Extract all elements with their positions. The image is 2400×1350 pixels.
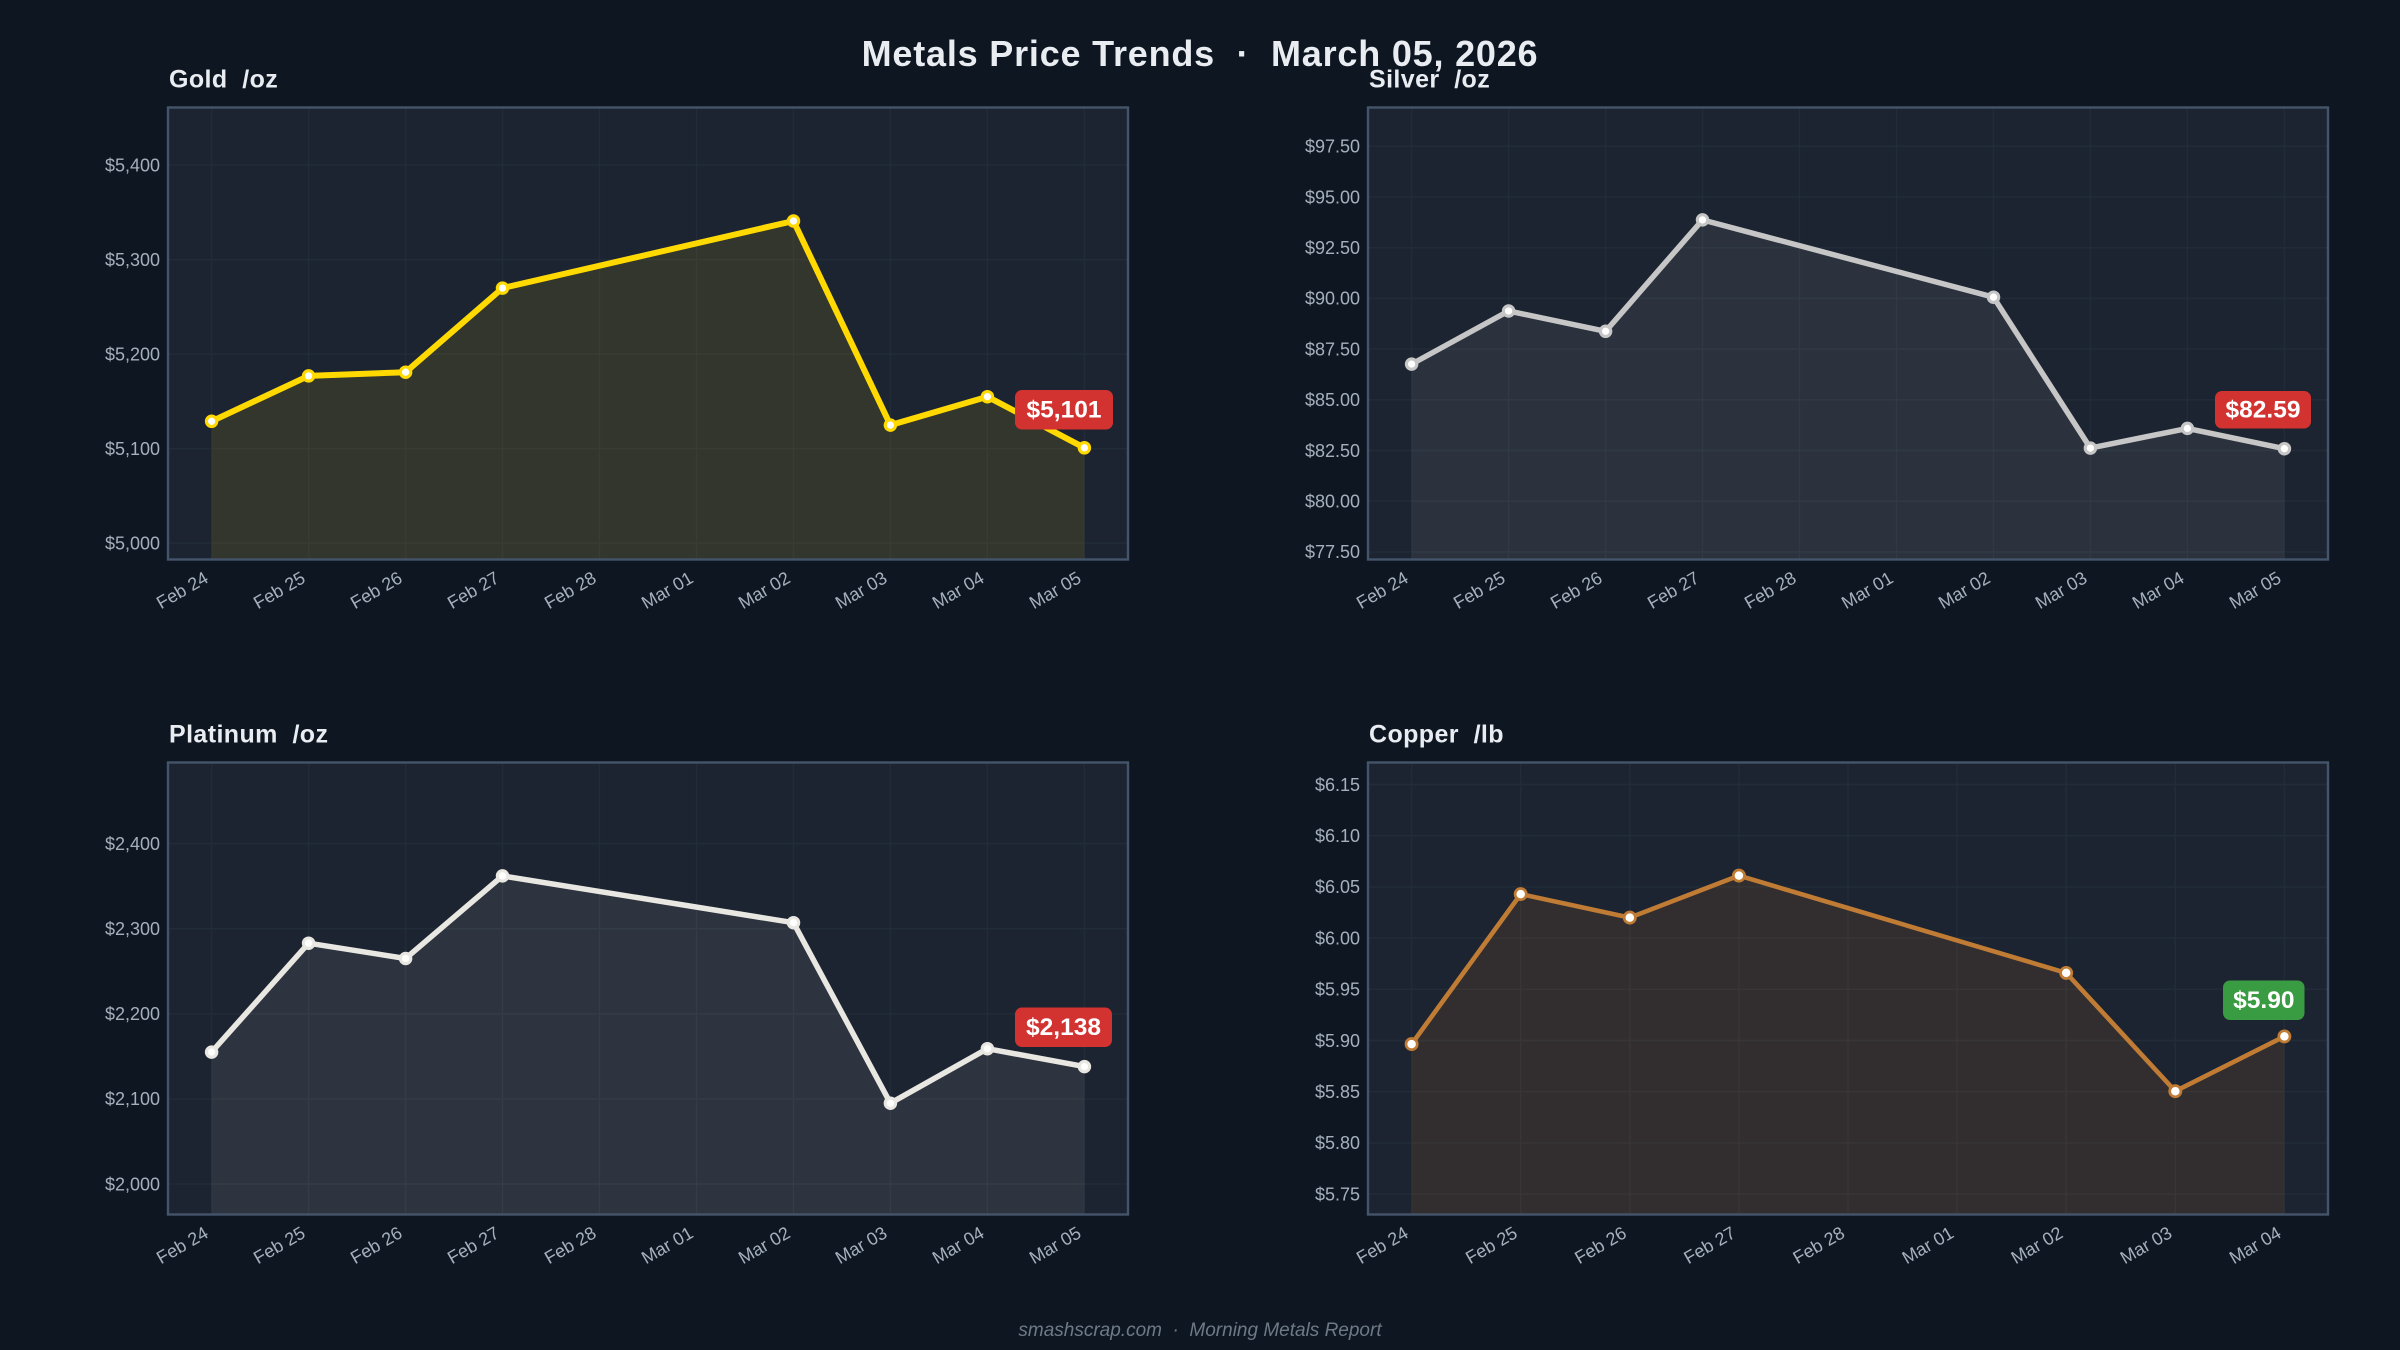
svg-text:$5,200: $5,200 [105, 345, 160, 365]
svg-text:Platinum /oz: Platinum /oz [169, 721, 328, 749]
svg-text:Silver /oz: Silver /oz [1369, 66, 1490, 94]
svg-text:$85.00: $85.00 [1305, 390, 1360, 410]
svg-text:$92.50: $92.50 [1305, 238, 1360, 258]
svg-text:$87.50: $87.50 [1305, 339, 1360, 359]
svg-text:$5,101: $5,101 [1027, 396, 1102, 423]
svg-text:$2,200: $2,200 [105, 1004, 160, 1024]
svg-text:$6.00: $6.00 [1315, 928, 1360, 948]
svg-text:$82.50: $82.50 [1305, 441, 1360, 461]
svg-text:$6.15: $6.15 [1315, 775, 1360, 795]
svg-text:$5.95: $5.95 [1315, 980, 1360, 1000]
svg-text:$5.90: $5.90 [2233, 987, 2294, 1014]
svg-text:$5,400: $5,400 [105, 156, 160, 176]
svg-text:$97.50: $97.50 [1305, 137, 1360, 157]
svg-text:$82.59: $82.59 [2226, 396, 2301, 423]
svg-text:$5,100: $5,100 [105, 439, 160, 459]
svg-text:$5.90: $5.90 [1315, 1031, 1360, 1051]
svg-text:$2,000: $2,000 [105, 1174, 160, 1194]
svg-text:$5.75: $5.75 [1315, 1184, 1360, 1204]
svg-text:$5,300: $5,300 [105, 250, 160, 270]
svg-text:$6.05: $6.05 [1315, 877, 1360, 897]
svg-text:smashscrap.com · Morning Met: smashscrap.com · Morning Metals Report [1018, 1320, 1382, 1341]
svg-text:$90.00: $90.00 [1305, 289, 1360, 309]
svg-text:$6.10: $6.10 [1315, 826, 1360, 846]
svg-text:$2,400: $2,400 [105, 834, 160, 854]
svg-text:$5.85: $5.85 [1315, 1082, 1360, 1102]
svg-text:$80.00: $80.00 [1305, 492, 1360, 512]
svg-text:Gold /oz: Gold /oz [169, 66, 278, 94]
svg-text:$2,138: $2,138 [1026, 1014, 1101, 1041]
svg-text:$2,100: $2,100 [105, 1089, 160, 1109]
svg-text:$5,000: $5,000 [105, 534, 160, 554]
svg-text:$2,300: $2,300 [105, 919, 160, 939]
svg-text:Copper /lb: Copper /lb [1369, 721, 1504, 749]
svg-text:Metals Price Trends · March: Metals Price Trends · March 05, 2026 [862, 33, 1539, 74]
svg-text:$77.50: $77.50 [1305, 542, 1360, 562]
svg-text:$95.00: $95.00 [1305, 187, 1360, 207]
svg-text:$5.80: $5.80 [1315, 1133, 1360, 1153]
